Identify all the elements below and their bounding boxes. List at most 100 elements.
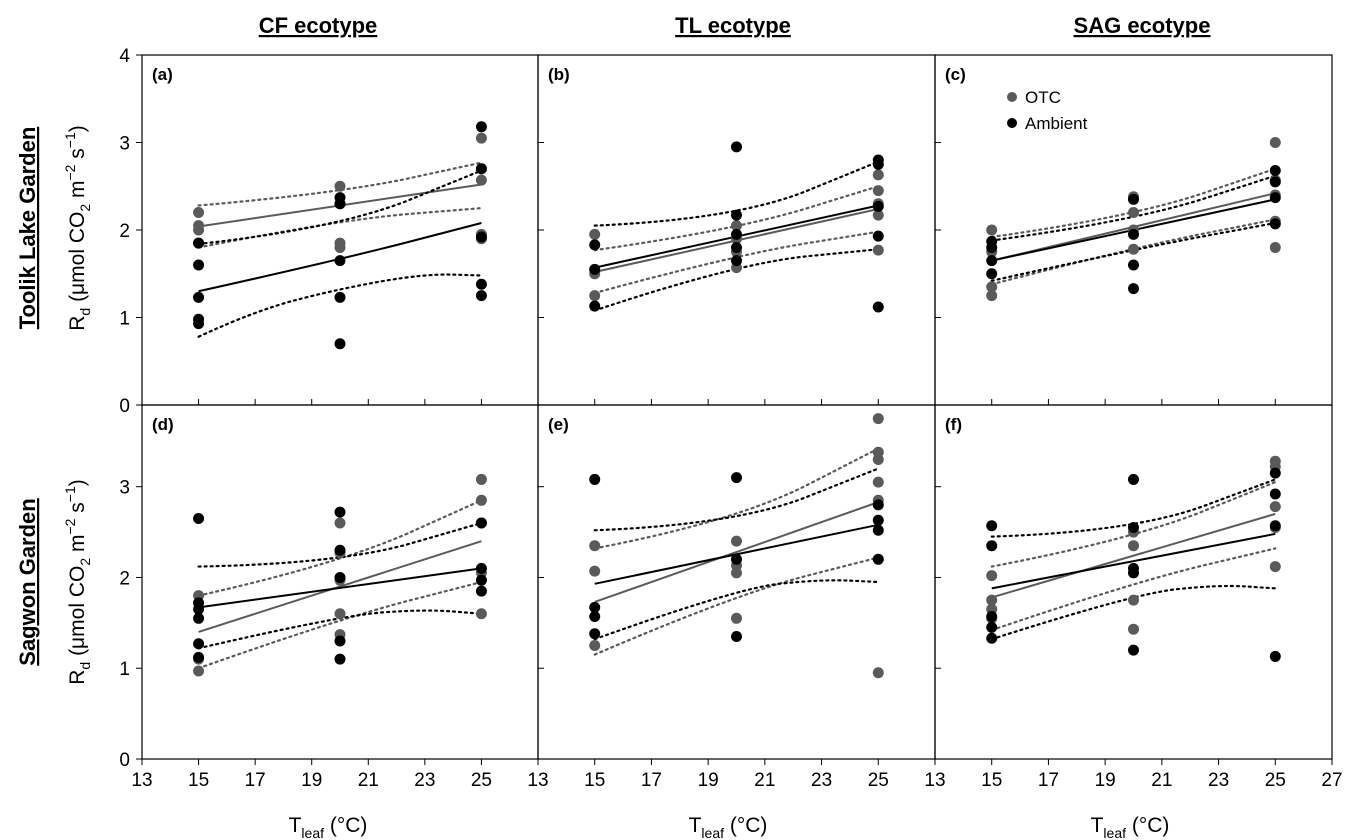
ambient-fit-line bbox=[198, 222, 482, 293]
ambient-ci-upper bbox=[197, 521, 483, 568]
ambient-point bbox=[872, 301, 884, 313]
ambient-point bbox=[334, 198, 346, 210]
otc-point bbox=[334, 180, 346, 192]
ambient-fit-line bbox=[991, 532, 1276, 590]
y-tick-label: 1 bbox=[119, 309, 130, 330]
ambient-point bbox=[986, 242, 998, 253]
ambient-point bbox=[731, 472, 742, 484]
otc-point bbox=[731, 535, 742, 547]
ambient-point bbox=[475, 163, 487, 175]
y-tick-label: 2 bbox=[119, 568, 130, 589]
ambient-point bbox=[589, 263, 601, 275]
ambient-point bbox=[334, 338, 346, 350]
otc-ci-upper bbox=[197, 161, 483, 207]
panel-c: (c) bbox=[934, 54, 1333, 406]
panel-f: 13 15 17 19 21 23 25 27 (f) bbox=[924, 404, 1343, 791]
otc-ci-upper bbox=[593, 185, 880, 252]
x-axis-label-2: Tleaf (°C) bbox=[689, 814, 768, 840]
ambient-ci-lower bbox=[593, 579, 880, 641]
otc-ci-lower bbox=[990, 547, 1277, 632]
ambient-point bbox=[193, 512, 205, 524]
y-tick-label: 3 bbox=[119, 134, 130, 155]
y-tick-label: 1 bbox=[119, 659, 130, 680]
otc-point bbox=[1269, 242, 1281, 253]
otc-point bbox=[872, 244, 884, 256]
ambient-point bbox=[589, 239, 601, 251]
ambient-ci-lower bbox=[197, 609, 483, 650]
x-tick-label: 27 bbox=[1321, 770, 1342, 791]
ambient-point bbox=[872, 553, 884, 565]
otc-fit-line bbox=[991, 512, 1276, 599]
x-tick-label: 23 bbox=[414, 770, 435, 791]
x-tick-label: 19 bbox=[1095, 770, 1116, 791]
panel-label: (b) bbox=[548, 65, 570, 84]
otc-ci-lower bbox=[593, 230, 880, 295]
x-tick-label: 13 bbox=[131, 770, 152, 791]
otc-ci-upper bbox=[197, 499, 483, 597]
x-tick-label: 17 bbox=[641, 770, 662, 791]
x-tick-label: 21 bbox=[1151, 770, 1172, 791]
otc-point bbox=[334, 608, 346, 620]
ambient-ci-upper bbox=[197, 169, 483, 246]
x-tick-label: 21 bbox=[358, 770, 379, 791]
ambient-point bbox=[1128, 522, 1139, 534]
ambient-point bbox=[1128, 228, 1139, 240]
ambient-point bbox=[334, 571, 346, 583]
ambient-ci-upper bbox=[593, 160, 880, 227]
otc-point bbox=[1128, 207, 1139, 218]
ambient-point bbox=[193, 318, 205, 330]
ambient-point bbox=[731, 553, 742, 565]
otc-point bbox=[475, 608, 487, 620]
ambient-point bbox=[1269, 467, 1281, 479]
otc-ci-upper bbox=[990, 481, 1277, 568]
otc-point bbox=[872, 169, 884, 181]
ambient-point bbox=[1269, 218, 1281, 230]
ambient-point bbox=[731, 141, 742, 153]
otc-point bbox=[872, 209, 884, 221]
panel-label: (d) bbox=[152, 415, 174, 434]
ambient-point bbox=[334, 255, 346, 267]
otc-point bbox=[193, 224, 205, 236]
ambient-point bbox=[475, 574, 487, 586]
panel-label: (a) bbox=[152, 65, 173, 84]
ambient-point bbox=[475, 585, 487, 597]
ambient-point bbox=[334, 291, 346, 303]
otc-point bbox=[475, 494, 487, 506]
otc-point bbox=[1128, 623, 1139, 635]
ambient-point bbox=[872, 499, 884, 511]
x-tick-label: 17 bbox=[245, 770, 266, 791]
otc-point bbox=[589, 228, 601, 240]
otc-point bbox=[1128, 594, 1139, 606]
otc-point bbox=[872, 453, 884, 465]
otc-point bbox=[872, 476, 884, 488]
ambient-point bbox=[1269, 176, 1281, 188]
ambient-point bbox=[589, 300, 601, 312]
x-tick-label: 25 bbox=[868, 770, 889, 791]
otc-ci-upper bbox=[593, 447, 880, 550]
ambient-point bbox=[475, 121, 487, 133]
x-axis-label-1: Tleaf (°C) bbox=[289, 814, 368, 840]
y-tick-label: 0 bbox=[119, 750, 130, 771]
x-tick-label: 23 bbox=[1208, 770, 1229, 791]
ambient-point bbox=[872, 514, 884, 526]
ambient-point bbox=[872, 200, 884, 212]
ambient-point bbox=[1269, 650, 1281, 662]
otc-point bbox=[334, 517, 346, 529]
legend-marker-ambient bbox=[1007, 118, 1017, 128]
ambient-point bbox=[731, 630, 742, 642]
otc-ci-upper bbox=[990, 167, 1277, 239]
x-tick-label: 23 bbox=[811, 770, 832, 791]
column-title-cf: CF ecotype bbox=[259, 13, 378, 38]
ambient-ci-upper bbox=[593, 467, 880, 532]
ambient-point bbox=[731, 255, 742, 267]
otc-point bbox=[589, 640, 601, 652]
x-tick-label: 19 bbox=[301, 770, 322, 791]
ambient-point bbox=[731, 228, 742, 240]
ambient-point bbox=[1269, 165, 1281, 176]
panel-frame bbox=[934, 404, 1333, 760]
ambient-ci-lower bbox=[990, 221, 1277, 282]
ambient-point bbox=[872, 158, 884, 170]
x-tick-label: 17 bbox=[1038, 770, 1059, 791]
panel-e: 13 15 17 19 21 23 25 (e) bbox=[527, 404, 936, 791]
ambient-point bbox=[475, 562, 487, 574]
